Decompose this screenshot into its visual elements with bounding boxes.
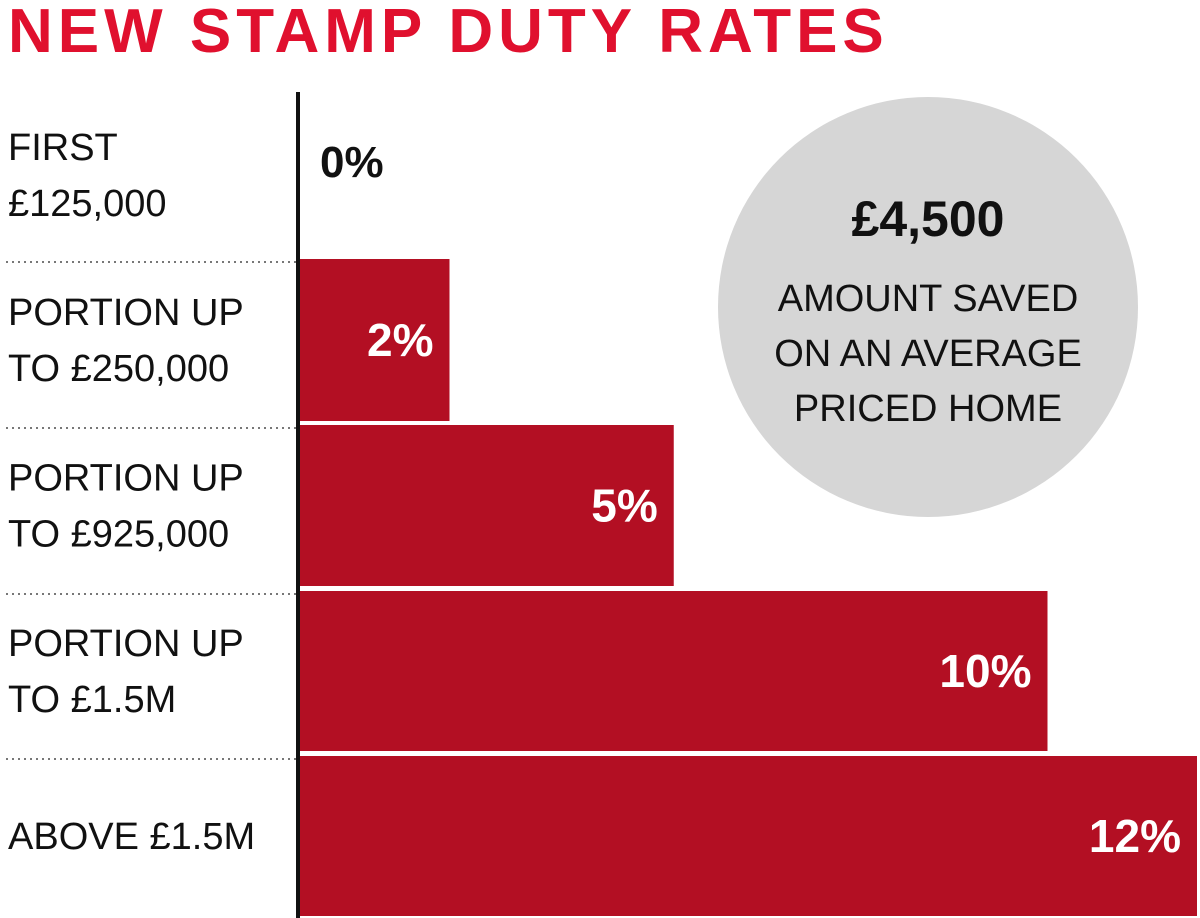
callout-text: ON AN AVERAGE	[774, 333, 1082, 375]
value-label: 5%	[591, 480, 657, 532]
category-label: TO £250,000	[8, 348, 229, 390]
bar	[300, 259, 450, 421]
category-label: PORTION UP	[8, 623, 244, 665]
value-label: 2%	[367, 314, 433, 366]
bar	[300, 756, 1197, 916]
category-label: PORTION UP	[8, 458, 244, 500]
axis-line	[296, 92, 300, 918]
bar	[300, 425, 674, 586]
value-label: 10%	[939, 645, 1031, 697]
callout-value: £4,500	[852, 191, 1005, 247]
chart-title: NEW STAMP DUTY RATES	[8, 0, 889, 66]
bar	[300, 591, 1048, 751]
value-label: 0%	[320, 138, 384, 187]
category-label: TO £925,000	[8, 514, 229, 556]
callout-text: AMOUNT SAVED	[778, 278, 1079, 320]
category-label: PORTION UP	[8, 292, 244, 334]
value-label: 12%	[1089, 810, 1181, 862]
category-label: ABOVE £1.5M	[8, 816, 255, 858]
category-label: FIRST	[8, 127, 118, 169]
category-label: TO £1.5M	[8, 679, 176, 721]
category-label: £125,000	[8, 183, 167, 225]
callout-circle	[718, 97, 1138, 517]
callout-text: PRICED HOME	[794, 388, 1062, 430]
